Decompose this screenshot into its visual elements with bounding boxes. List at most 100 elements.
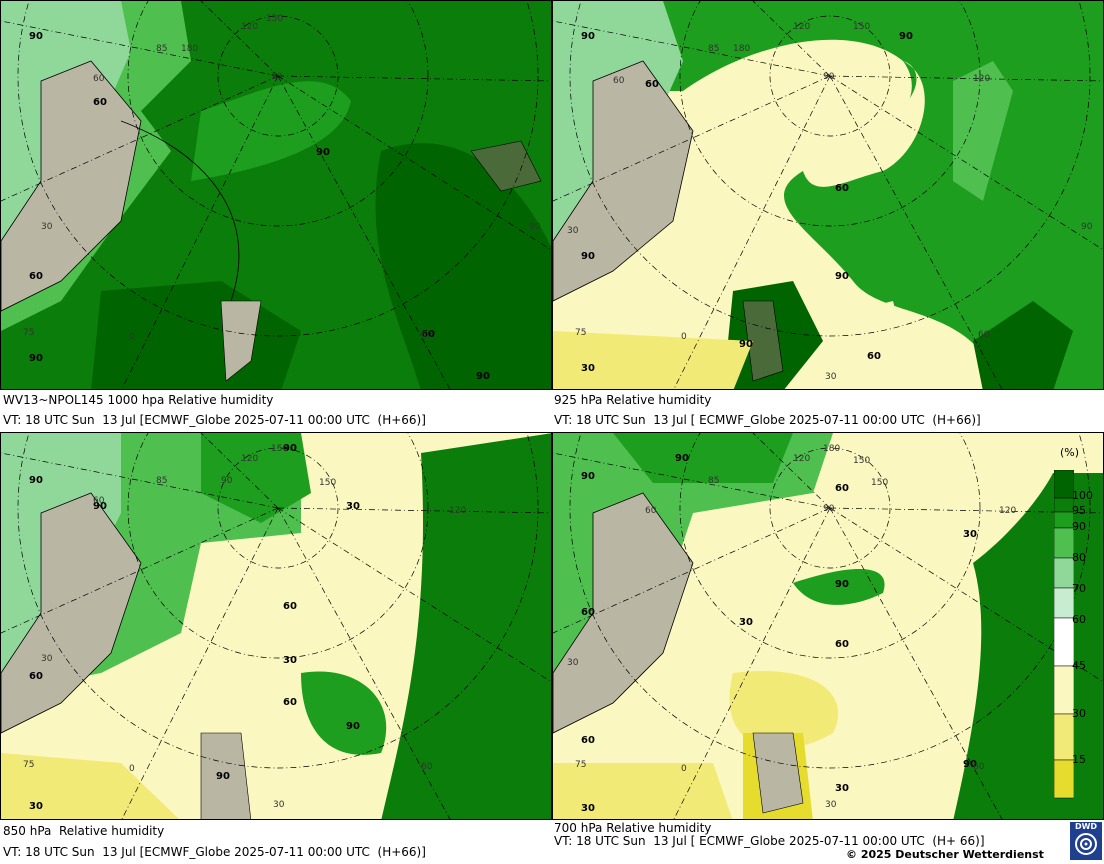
panel-title: WV13~NPOL145 1000 hpa Relative humidity (3, 393, 274, 407)
legend-colorbar (1054, 470, 1074, 799)
grid-label: 90 (1081, 222, 1093, 232)
grid-label: 180 (733, 44, 750, 54)
panel-title: 850 hPa Relative humidity (3, 824, 165, 838)
grid-label: 120 (241, 454, 258, 464)
contour-label: 90 (346, 721, 360, 732)
legend-swatch-0 (1054, 759, 1074, 799)
legend-swatch-45 (1054, 617, 1074, 667)
grid-label: 0 (129, 764, 135, 774)
grid-label: 60 (973, 762, 985, 772)
legend-swatch-60 (1054, 587, 1074, 619)
grid-label: 75 (575, 760, 586, 770)
contour-label: 60 (645, 79, 659, 90)
contour-label: 90 (476, 371, 490, 382)
legend-tick: 80 (1072, 551, 1086, 564)
contour-label: 30 (29, 801, 43, 812)
legend-swatch-80 (1054, 527, 1074, 559)
grid-label: 30 (825, 372, 837, 382)
contour-label: 60 (283, 697, 297, 708)
contour-label: 90 (739, 339, 753, 350)
map-850hpa: 90 90 90 60 30 60 30 60 90 30 90 150 120… (1, 433, 551, 819)
legend-swatch-100 (1054, 470, 1074, 499)
contour-label: 60 (835, 183, 849, 194)
contour-label: 30 (346, 501, 360, 512)
grid-label: 30 (41, 222, 53, 232)
contour-label: 90 (675, 453, 689, 464)
grid-label: 85 (156, 44, 167, 54)
grid-label: 60 (613, 76, 625, 86)
contour-label: 60 (29, 671, 43, 682)
legend-tick: 90 (1072, 520, 1086, 533)
map-panel-925hpa: 90 60 90 60 90 60 30 90 90 180 150 120 9… (552, 0, 1104, 390)
grid-label: 120 (793, 454, 810, 464)
grid-label: 150 (853, 456, 870, 466)
contour-label: 60 (283, 601, 297, 612)
contour-label: 90 (899, 31, 913, 42)
grid-label: 60 (93, 496, 105, 506)
grid-label: 60 (421, 762, 433, 772)
grid-label: 0 (681, 764, 687, 774)
grid-label: 30 (825, 800, 837, 810)
legend-tick: 30 (1072, 707, 1086, 720)
contour-label: 90 (29, 475, 43, 486)
legend-unit: (%) (1060, 446, 1080, 459)
panel-valid-time: VT: 18 UTC Sun 13 Jul [ECMWF_Globe 2025-… (3, 413, 426, 427)
contour-label: 90 (835, 579, 849, 590)
contour-label: 60 (421, 329, 435, 340)
dwd-logo: DWD (1070, 822, 1102, 860)
contour-label: 90 (581, 31, 595, 42)
grid-label: 90 (271, 72, 283, 82)
color-legend: (%) 100 95 90 80 70 60 45 30 15 (1048, 446, 1102, 806)
grid-label: 85 (708, 44, 719, 54)
grid-label: 120 (793, 22, 810, 32)
legend-tick: 45 (1072, 659, 1086, 672)
grid-label: 30 (567, 658, 579, 668)
grid-label: 60 (93, 74, 105, 84)
legend-tick: 100 (1072, 489, 1093, 502)
legend-tick: 60 (1072, 613, 1086, 626)
grid-label: 90 (823, 504, 835, 514)
grid-label: 180 (181, 44, 198, 54)
legend-tick: 95 (1072, 504, 1086, 517)
contour-label: 60 (867, 351, 881, 362)
grid-label: 75 (23, 328, 34, 338)
map-panel-1000hpa: 90 60 90 60 90 90 60 180 150 120 90 85 6… (0, 0, 552, 390)
legend-swatch-70 (1054, 557, 1074, 589)
legend-swatch-90 (1054, 511, 1074, 529)
grid-label: 90 (529, 222, 541, 232)
map-1000hpa: 90 60 90 60 90 90 60 180 150 120 90 85 6… (1, 1, 551, 389)
grid-label: 30 (41, 654, 53, 664)
legend-swatch-95 (1054, 497, 1074, 513)
contour-label: 60 (29, 271, 43, 282)
contour-label: 30 (739, 617, 753, 628)
legend-swatch-15 (1054, 713, 1074, 761)
grid-label: 120 (241, 22, 258, 32)
contour-label: 60 (835, 483, 849, 494)
contour-label: 90 (29, 353, 43, 364)
grid-label: 75 (575, 328, 586, 338)
map-panel-850hpa: 90 90 90 60 30 60 30 60 90 30 90 150 120… (0, 432, 552, 820)
contour-label: 30 (963, 529, 977, 540)
grid-label: 0 (129, 332, 135, 342)
contour-label: 90 (581, 471, 595, 482)
grid-label: 85 (708, 476, 719, 486)
grid-label: 180 (823, 444, 840, 454)
grid-label: 60 (421, 330, 433, 340)
panel-valid-time: VT: 18 UTC Sun 13 Jul [ECMWF_Globe 2025-… (3, 845, 426, 859)
contour-label: 90 (283, 443, 297, 454)
legend-tick: 15 (1072, 753, 1086, 766)
contour-label: 90 (216, 771, 230, 782)
grid-label: 85 (156, 476, 167, 486)
contour-label: 60 (93, 97, 107, 108)
grid-label: 30 (273, 800, 285, 810)
contour-label: 90 (581, 251, 595, 262)
grid-label: 60 (645, 506, 657, 516)
grid-label: 75 (23, 760, 34, 770)
contour-label: 90 (29, 31, 43, 42)
contour-label: 60 (835, 639, 849, 650)
contour-label: 90 (93, 501, 107, 512)
dwd-logo-text: DWD (1074, 822, 1098, 831)
contour-label: 60 (581, 607, 595, 618)
legend-swatch-30 (1054, 665, 1074, 715)
panel-valid-time: VT: 18 UTC Sun 13 Jul [ ECMWF_Globe 2025… (554, 834, 985, 848)
